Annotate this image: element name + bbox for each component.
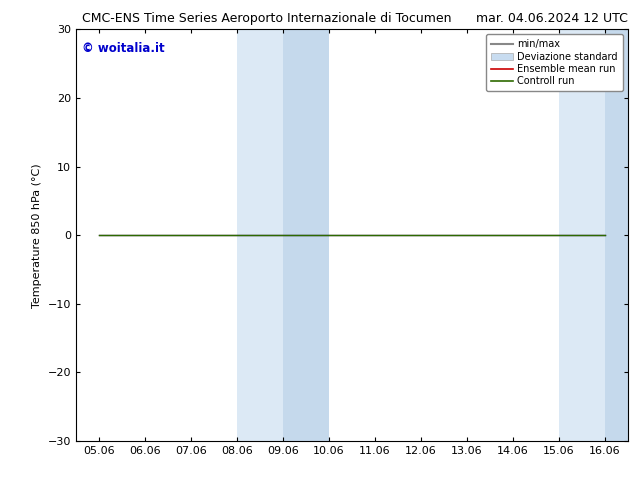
- Bar: [559, 29, 605, 441]
- Text: CMC-ENS Time Series Aeroporto Internazionale di Tocumen: CMC-ENS Time Series Aeroporto Internazio…: [82, 12, 452, 25]
- Y-axis label: Temperature 850 hPa (°C): Temperature 850 hPa (°C): [32, 163, 42, 308]
- Bar: [605, 29, 628, 441]
- Text: mar. 04.06.2024 12 UTC: mar. 04.06.2024 12 UTC: [476, 12, 628, 25]
- Text: © woitalia.it: © woitalia.it: [82, 42, 164, 55]
- Legend: min/max, Deviazione standard, Ensemble mean run, Controll run: min/max, Deviazione standard, Ensemble m…: [486, 34, 623, 91]
- Bar: [283, 29, 329, 441]
- Bar: [237, 29, 283, 441]
